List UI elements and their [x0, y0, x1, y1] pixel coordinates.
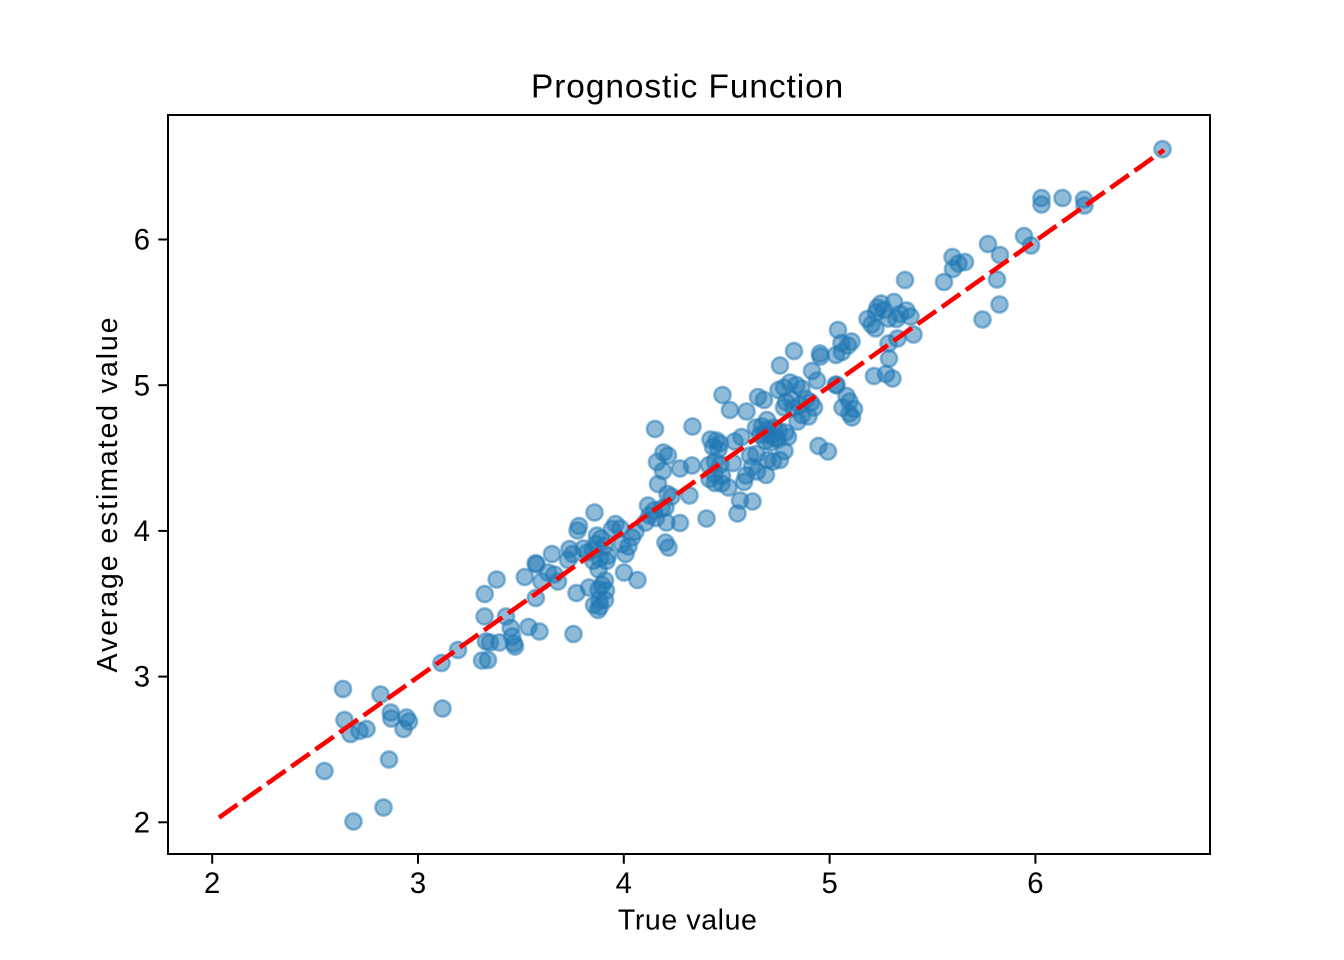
- svg-text:3: 3: [410, 867, 426, 900]
- svg-text:Prognostic Function: Prognostic Function: [531, 68, 844, 105]
- svg-text:6: 6: [134, 224, 150, 257]
- svg-text:4: 4: [616, 867, 632, 900]
- svg-text:2: 2: [204, 867, 220, 900]
- svg-text:2: 2: [134, 806, 150, 839]
- svg-text:4: 4: [134, 515, 150, 548]
- svg-text:3: 3: [134, 661, 150, 694]
- svg-text:5: 5: [134, 369, 150, 402]
- svg-text:6: 6: [1027, 867, 1043, 900]
- svg-text:5: 5: [821, 867, 837, 900]
- svg-text:Average estimated value: Average estimated value: [92, 316, 124, 673]
- svg-text:True value: True value: [618, 905, 758, 937]
